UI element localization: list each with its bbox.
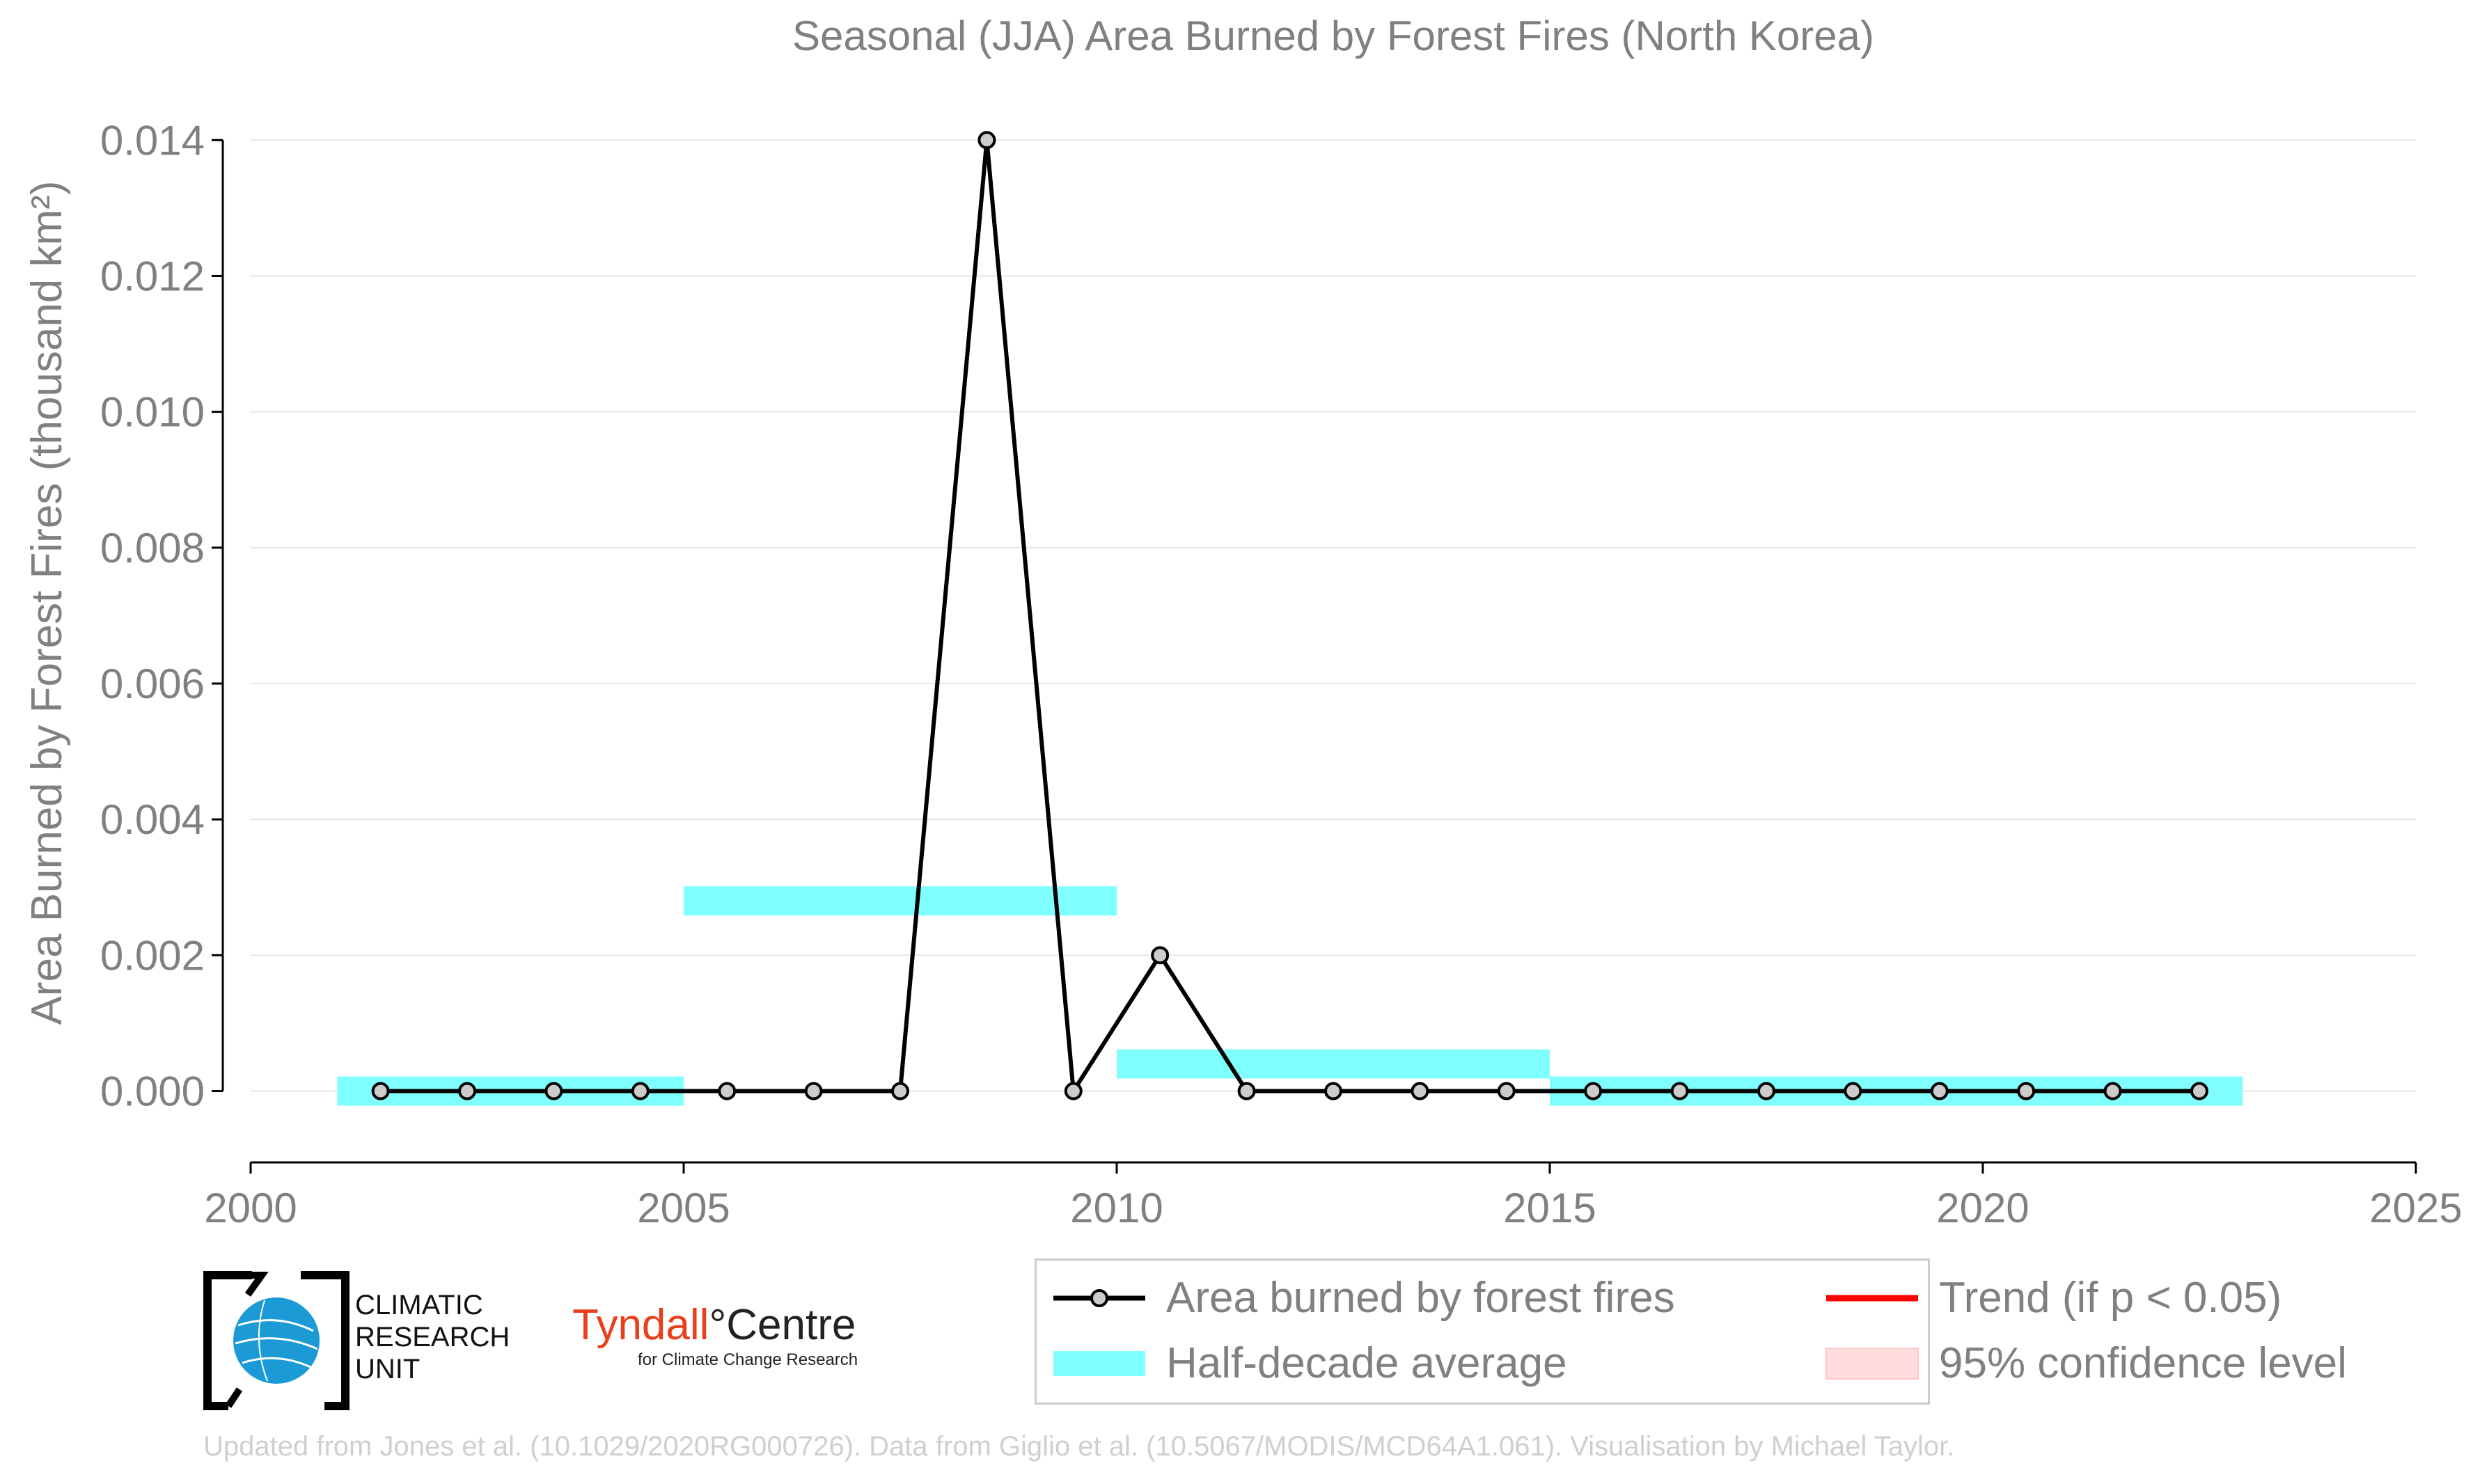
legend-label-trend: Trend (if p < 0.05) [1939,1274,2282,1322]
x-tick-label-1: 2005 [637,1185,730,1231]
cru-line-3: UNIT [355,1354,421,1384]
legend-label-area-burned: Area burned by forest fires [1166,1274,1675,1322]
y-tick-label-5: 0.010 [100,389,205,436]
data-point-1 [458,1082,476,1100]
tyndall-degree: ° [709,1301,727,1349]
credit-text: Updated from Jones et al. (10.1029/2020R… [203,1431,1955,1462]
data-point-2 [544,1082,563,1100]
y-tick-label-4: 0.008 [100,525,205,571]
series-line [380,138,2199,1094]
cru-line-2: RESEARCH [355,1322,510,1352]
data-point-8 [1064,1082,1083,1100]
tick-labels: 0.000 0.002 0.004 0.006 0.008 0.010 0.012 0.014… [100,117,2463,1231]
data-point-6 [891,1082,909,1100]
data-point-17 [1844,1082,1862,1100]
x-tick-label-0: 2000 [204,1185,297,1231]
data-point-14 [1584,1082,1603,1100]
legend-line-marker-icon [1053,1288,1145,1307]
y-tick-label-6: 0.012 [100,253,205,299]
data-point-19 [2017,1082,2036,1100]
series-line-0 [380,138,2199,1094]
tyndall-logo: Tyndall°Centre for Climate Change Resear… [572,1300,858,1369]
y-tick-label-3: 0.006 [100,661,205,707]
cru-logo-icon [203,1271,349,1410]
tyndall-subtitle: for Climate Change Research [638,1350,858,1369]
data-point-20 [2103,1082,2122,1100]
tyndall-name: Tyndall [572,1301,709,1349]
legend-band-icon [1053,1350,1145,1376]
tyndall-centre: Centre [726,1301,856,1349]
half-decade-bar-1 [684,886,1117,916]
legend-entry-half-decade: Half-decade average [1051,1339,1567,1388]
legend: Area burned by forest fires Half-decade … [1035,1258,2347,1405]
data-point-13 [1497,1082,1516,1100]
legend-entry-confidence: 95% confidence level [1823,1339,2347,1388]
cru-logo-text: CLIMATIC RESEARCH UNIT [355,1289,510,1385]
cru-line-1: CLIMATIC [355,1290,483,1320]
data-point-12 [1411,1082,1429,1100]
half-decade-bar-2 [1117,1049,1550,1079]
y-tick-label-7: 0.014 [100,117,205,164]
legend-label-confidence: 95% confidence level [1939,1339,2347,1387]
data-point-9 [1151,946,1170,965]
x-tick-label-5: 2025 [2369,1185,2462,1231]
chart-title: Seasonal (JJA) Area Burned by Forest Fir… [792,13,1874,59]
data-point-10 [1237,1082,1256,1100]
x-tick-label-2: 2010 [1070,1185,1163,1231]
x-tick-label-3: 2015 [1503,1185,1596,1231]
data-point-15 [1670,1082,1689,1100]
data-point-7 [977,131,996,150]
half-decade-average-bars [337,886,2243,1106]
legend-trend-line-icon [1826,1295,1918,1301]
y-tick-label-0: 0.000 [100,1068,205,1115]
data-point-21 [2190,1082,2208,1100]
legend-confidence-patch-icon [1825,1347,1919,1380]
data-point-5 [804,1082,823,1100]
y-tick-label-2: 0.004 [100,796,205,843]
data-point-0 [371,1082,390,1100]
legend-label-half-decade: Half-decade average [1166,1339,1567,1387]
data-point-16 [1757,1082,1775,1100]
y-tick-label-1: 0.002 [100,932,205,979]
y-axis-label: Area Burned by Forest Fires (thousand km… [23,181,71,1025]
legend-entry-trend: Trend (if p < 0.05) [1823,1273,2281,1323]
legend-entry-area-burned: Area burned by forest fires [1051,1273,1675,1323]
data-point-11 [1324,1082,1342,1100]
x-tick-label-4: 2020 [1936,1185,2029,1231]
data-point-18 [1930,1082,1949,1100]
series-markers [371,131,2208,1100]
axes [212,139,2417,1174]
grid [251,139,2416,1092]
data-point-4 [718,1082,737,1100]
data-point-3 [631,1082,650,1100]
